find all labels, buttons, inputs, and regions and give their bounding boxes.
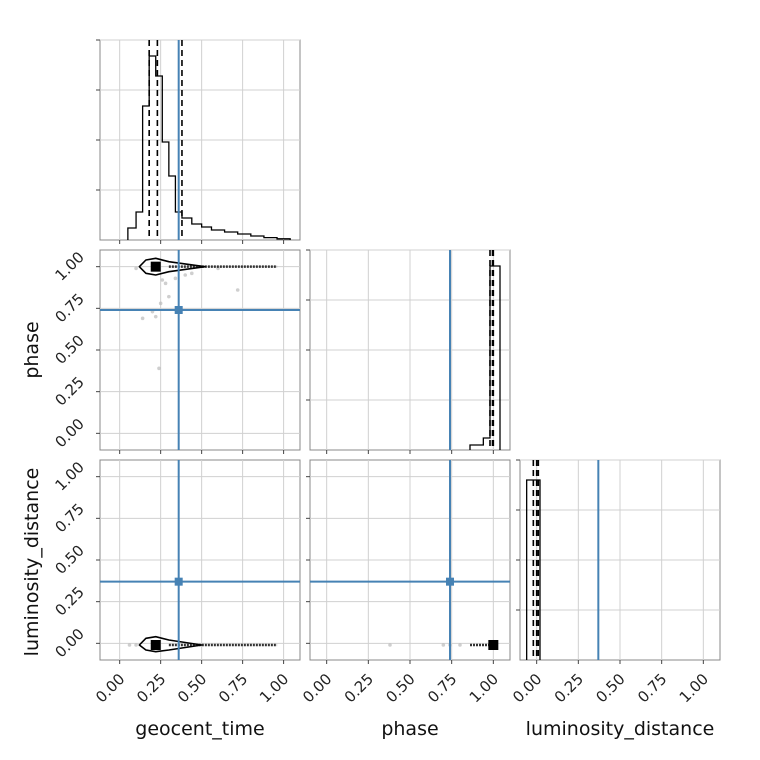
x-axis-label-phase: phase	[381, 718, 438, 740]
x-axis-label-geocent-time: geocent_time	[135, 718, 264, 740]
phase-vs-geocent-time-truth-marker	[174, 306, 183, 314]
phase-vs-geocent-time-sample-point-5	[167, 294, 171, 299]
phase-vs-geocent-time-density-contour	[138, 257, 206, 276]
phase-vs-geocent-time-ytick-label-1: 0.25	[51, 373, 87, 409]
phase-vs-geocent-time-sample-point-4	[183, 273, 188, 277]
luminosity-distance-vs-geocent-time-ytick-label-0: 0.00	[51, 625, 87, 661]
luminosity-distance-vs-geocent-time-xtick-label-4: 1.00	[256, 670, 292, 706]
luminosity-distance-vs-phase-density-peak	[488, 640, 499, 650]
luminosity-distance-vs-phase-sample-point-1	[441, 643, 446, 647]
phase-vs-geocent-time-sample-point-2	[163, 281, 168, 286]
phase-vs-geocent-time-sample-point-3	[173, 276, 178, 281]
phase-vs-geocent-time-sample-point-8	[140, 316, 145, 321]
phase-vs-geocent-time-density-peak	[150, 261, 161, 272]
luminosity-distance-vs-geocent-time-density-peak	[150, 640, 161, 650]
luminosity-distance-vs-geocent-time-sample-point-0	[127, 643, 132, 647]
luminosity-distance-vs-geocent-time-truth-marker	[174, 577, 183, 586]
luminosity-distance-vs-geocent-time-xtick-label-0: 0.00	[92, 670, 128, 706]
luminosity-distance-hist-xtick-label-4: 1.00	[676, 670, 712, 706]
luminosity-distance-vs-phase-xtick-label-4: 1.00	[466, 670, 502, 706]
phase-vs-geocent-time-sample-point-11	[157, 366, 161, 371]
y-axis-label-phase: phase	[21, 321, 43, 378]
luminosity-distance-vs-geocent-time-xtick-label-1: 0.25	[133, 670, 169, 706]
phase-vs-geocent-time-ytick-label-2: 0.50	[51, 331, 87, 367]
luminosity-distance-vs-phase-xtick-label-2: 0.50	[382, 670, 418, 706]
luminosity-distance-vs-geocent-time-ytick-label-2: 0.50	[51, 541, 87, 577]
phase-vs-geocent-time-sample-point-6	[158, 301, 163, 306]
luminosity-distance-vs-geocent-time-ytick-label-3: 0.75	[51, 500, 87, 536]
luminosity-distance-vs-phase-xtick-label-0: 0.00	[299, 670, 335, 706]
luminosity-distance-vs-phase-xtick-label-1: 0.25	[341, 670, 377, 706]
luminosity-distance-vs-phase-sample-point-0	[388, 643, 392, 647]
phase-vs-geocent-time-sample-point-1	[160, 278, 165, 282]
phase-vs-geocent-time-sample-point-0	[134, 266, 138, 271]
x-axis-label-luminosity-distance: luminosity_distance	[526, 718, 715, 740]
luminosity-distance-hist-xtick-label-1: 0.25	[551, 670, 587, 706]
luminosity-distance-vs-phase-truth-marker	[446, 577, 454, 586]
luminosity-distance-hist-xtick-label-0: 0.00	[509, 670, 545, 706]
phase-vs-geocent-time-sample-point-10	[235, 288, 240, 292]
luminosity-distance-vs-phase-sample-point-3	[458, 643, 462, 647]
luminosity-distance-vs-geocent-time-density-contour	[138, 635, 203, 653]
luminosity-distance-hist-xtick-label-2: 0.50	[592, 670, 628, 706]
phase-vs-geocent-time-sample-point-12	[190, 271, 194, 276]
luminosity-distance-hist-xtick-label-3: 0.75	[634, 670, 670, 706]
phase-vs-geocent-time-sample-point-9	[153, 314, 158, 319]
luminosity-distance-vs-geocent-time-sample-point-1	[134, 643, 138, 647]
phase-vs-geocent-time-ytick-label-0: 0.00	[51, 415, 87, 451]
luminosity-distance-vs-geocent-time-xtick-label-3: 0.75	[215, 670, 251, 706]
luminosity-distance-vs-phase-xtick-label-3: 0.75	[424, 670, 460, 706]
phase-vs-geocent-time-ytick-label-4: 1.00	[51, 248, 87, 284]
phase-hist-histogram-step	[469, 265, 501, 450]
luminosity-distance-vs-geocent-time-ytick-label-4: 1.00	[51, 458, 87, 494]
luminosity-distance-vs-geocent-time-xtick-label-2: 0.50	[174, 670, 210, 706]
geocent-time-hist-histogram-step	[127, 55, 291, 240]
phase-vs-geocent-time-ytick-label-3: 0.75	[51, 290, 87, 326]
luminosity-distance-vs-geocent-time-ytick-label-1: 0.25	[51, 583, 87, 619]
y-axis-label-luminosity-distance: luminosity_distance	[21, 468, 43, 657]
